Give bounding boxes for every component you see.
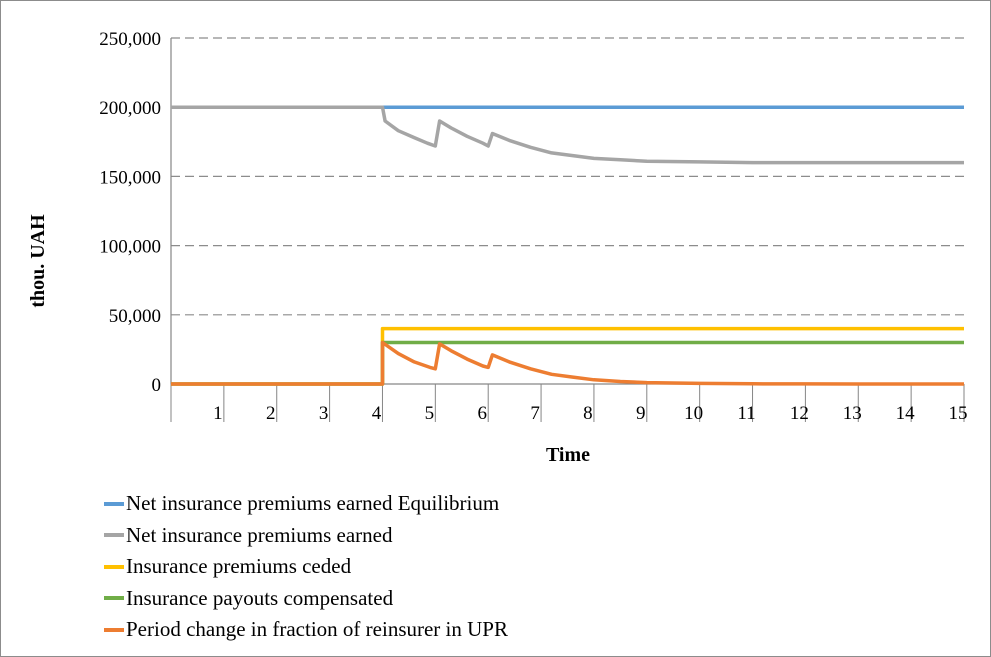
legend-label: Period change in fraction of reinsurer i… — [126, 617, 508, 642]
legend-item: Period change in fraction of reinsurer i… — [104, 614, 964, 646]
y-tick-label: 100,000 — [99, 237, 161, 258]
x-tick-label: 6 — [477, 403, 487, 424]
series-lines — [171, 105, 964, 386]
y-tick-labels: 0 50,000 100,000 150,000 200,000 250,000 — [99, 29, 161, 396]
y-tick-label: 250,000 — [99, 29, 161, 50]
gridlines — [171, 37, 964, 316]
legend-item: Insurance premiums ceded — [104, 551, 964, 583]
legend-item: Net insurance premiums earned — [104, 520, 964, 552]
x-tick-label: 14 — [896, 403, 916, 424]
x-tick-labels: 1 2 3 4 5 6 7 8 9 10 11 12 13 14 15 — [213, 403, 967, 424]
x-tick-label: 11 — [737, 403, 755, 424]
legend-swatch — [104, 564, 124, 569]
x-tick-label: 13 — [843, 403, 862, 424]
y-tick-label: 0 — [152, 375, 162, 396]
x-tick-label: 7 — [530, 403, 540, 424]
x-tick-label: 12 — [790, 403, 809, 424]
axes — [170, 38, 965, 422]
legend-item: Insurance payouts compensated — [104, 583, 964, 615]
legend: Net insurance premiums earned Equilibriu… — [104, 488, 964, 646]
x-tick-label: 3 — [319, 403, 329, 424]
x-axis-title: Time — [546, 444, 590, 466]
series-line — [171, 340, 964, 386]
legend-label: Net insurance premiums earned — [126, 522, 393, 547]
y-tick-label: 50,000 — [109, 306, 161, 327]
legend-label: Insurance premiums ceded — [126, 554, 352, 579]
x-tick-label: 1 — [213, 403, 223, 424]
y-tick-label: 150,000 — [99, 167, 161, 188]
legend-swatch — [104, 596, 124, 601]
legend-label: Insurance payouts compensated — [126, 585, 394, 610]
legend-item: Net insurance premiums earned Equilibriu… — [104, 488, 964, 520]
x-tick-label: 5 — [425, 403, 435, 424]
y-axis-title: thou. UAH — [27, 214, 49, 308]
series-line — [171, 105, 964, 165]
legend-swatch — [104, 533, 124, 538]
y-tick-label: 200,000 — [99, 98, 161, 119]
x-tick-label: 4 — [372, 403, 382, 424]
legend-swatch — [104, 627, 124, 632]
x-tick-label: 9 — [636, 403, 646, 424]
x-tick-label: 8 — [583, 403, 593, 424]
legend-swatch — [104, 501, 124, 506]
x-tick-label: 10 — [684, 403, 703, 424]
x-tick-label: 15 — [949, 403, 968, 424]
legend-label: Net insurance premiums earned Equilibriu… — [126, 491, 500, 516]
x-tick-label: 2 — [266, 403, 276, 424]
